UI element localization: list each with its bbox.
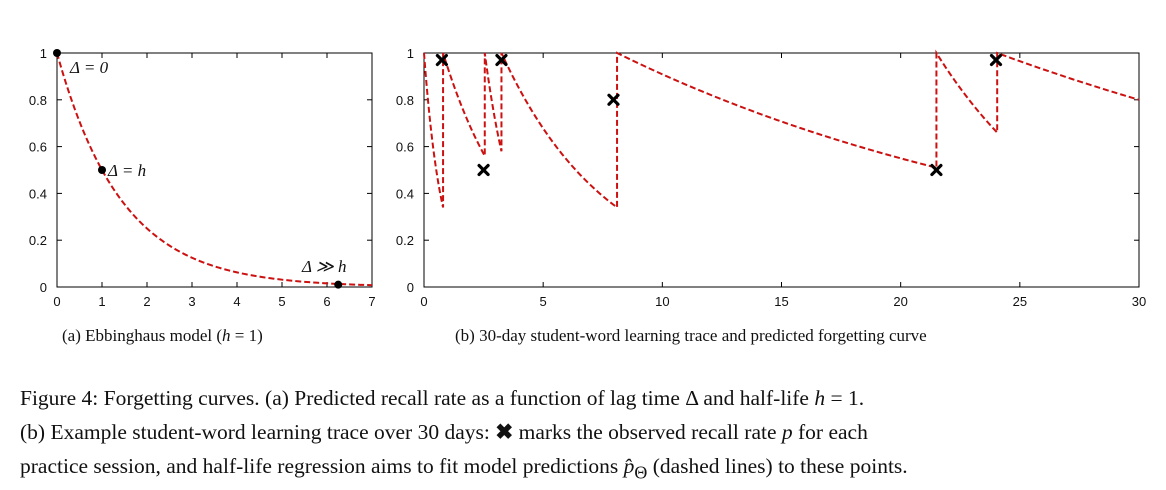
a-x-tick-label: 3 [188,294,195,309]
annotation-delta-much-greater-h: Δ ≫ h [301,257,346,276]
a-y-tick-label: 0.2 [29,233,47,248]
observed-recall-marker [607,93,620,106]
b-x-tick-label: 30 [1132,294,1146,309]
figure-caption: Figure 4: Forgetting curves. (a) Predict… [20,381,1150,489]
caption-line-3: practice session, and half-life regressi… [20,454,908,483]
a-x-tick-label: 0 [53,294,60,309]
a-x-tick-label: 2 [143,294,150,309]
a-y-tick-label: 0.4 [29,186,47,201]
b-y-tick-label: 0 [407,280,414,295]
curve-point [334,280,343,289]
b-plot-frame [423,52,1140,288]
b-x-tick-label: 0 [420,294,427,309]
annotation-delta-zero: Δ = 0 [69,58,109,77]
curve-point [53,49,61,57]
curve-point [98,166,106,174]
a-y-tick-label: 0.6 [29,140,47,155]
marker-stroke [435,53,448,67]
predicted-forgetting-curve-line [423,49,1140,210]
figure-panels: 0 1 2 3 4 5 6 700.20.40.60.81 0 5 10 15 20 25 3000.20… [29,46,1146,309]
observed-recall-marker [477,163,490,177]
observed-recall-marker [435,53,448,67]
b-y-tick-label: 1 [407,46,414,61]
b-x-tick-label: 10 [655,294,669,309]
a-plot-frame [56,52,373,288]
forgetting-curve-line [56,52,373,287]
panel-a-ebbinghaus-chart: 0 1 2 3 4 5 6 7 0 0.2 0.4 0.6 0.8 1 [29,46,376,309]
caption-line-2: (b) Example student-word learning trace … [20,420,868,444]
observed-recall-marker [495,53,508,67]
b-y-tick-label: 0.6 [396,140,414,155]
annotation-delta-h: Δ = h [107,161,146,180]
a-y-tick-label: 1 [40,46,47,61]
marker-stroke [607,93,620,106]
cross-marker-icon: ✖ [495,420,514,444]
a-x-tick-label: 1 [98,294,105,309]
panel-b-learning-trace-chart: 0 5 10 15 20 25 30 0 0.2 0.4 0.6 0.8 1 [396,46,1146,309]
caption-line-1: Figure 4: Forgetting curves. (a) Predict… [20,386,865,410]
b-x-tick-label: 5 [540,294,547,309]
marker-stroke [989,53,1003,67]
b-x-tick-label: 15 [774,294,788,309]
b-x-tick-label: 25 [1013,294,1027,309]
marker-stroke [477,163,490,177]
marker-stroke [495,53,508,67]
observed-recall-marker [930,163,943,177]
a-x-tick-label: 6 [323,294,330,309]
a-y-tick-label: 0 [40,280,47,295]
subcaption-a: (a) Ebbinghaus model (h = 1) [62,326,263,345]
b-y-tick-label: 0.8 [396,93,414,108]
b-x-tick-label: 20 [893,294,907,309]
a-x-tick-label: 7 [368,294,375,309]
b-y-tick-label: 0.4 [396,186,414,201]
marker-stroke [930,163,943,177]
a-x-tick-label: 5 [278,294,285,309]
b-y-tick-label: 0.2 [396,233,414,248]
observed-recall-marker [989,53,1003,67]
a-y-tick-label: 0.8 [29,93,47,108]
a-x-tick-label: 4 [233,294,240,309]
subcaption-b: (b) 30-day student-word learning trace a… [455,326,927,345]
